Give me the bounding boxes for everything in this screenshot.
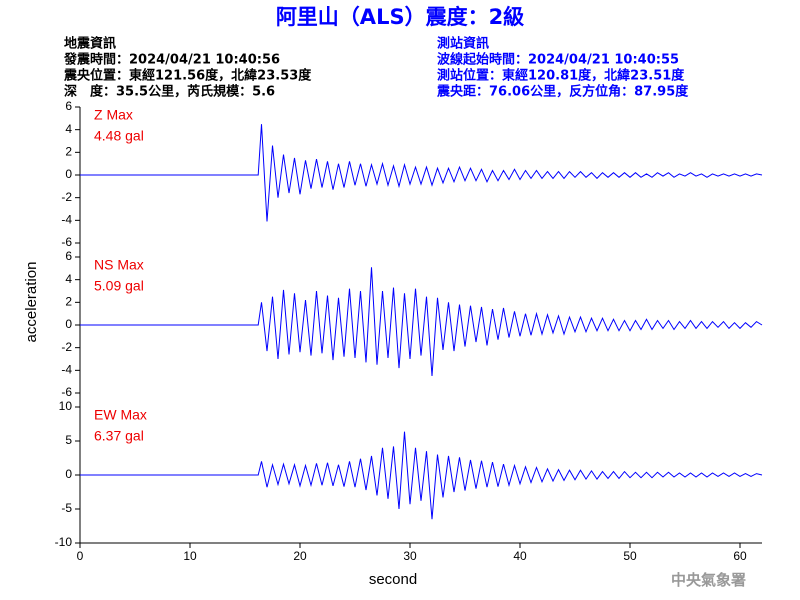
x-tick-label: 10 [183,549,197,563]
max-value: 5.09 gal [94,278,144,294]
info-line: 深 度：35.5公里，芮氏規模：5.6 [64,84,275,100]
y-tick-label: 4 [65,122,72,136]
y-tick-label: -6 [61,385,72,399]
x-tick-label: 0 [77,549,84,563]
y-tick-label: 0 [65,467,72,481]
title: 阿里山（ALS）震度：2級 [276,5,524,29]
max-value: 6.37 gal [94,428,144,444]
x-tick-label: 20 [293,549,307,563]
footer: 中央氣象署 [671,571,746,589]
x-axis-label: second [369,571,417,588]
y-tick-label: 4 [65,272,72,286]
info-line: 測站資訊 [437,36,489,52]
x-tick-label: 40 [513,549,527,563]
info-line: 測站位置：東經120.81度，北緯23.51度 [437,68,685,84]
info-line: 地震資訊 [64,36,116,52]
y-tick-label: 5 [65,433,72,447]
waveform [80,267,763,377]
x-tick-label: 50 [623,549,637,563]
max-value: 4.48 gal [94,128,144,144]
max-label: NS Max [94,257,144,273]
y-tick-label: 6 [65,249,72,263]
info-line: 發震時間：2024/04/21 10:40:56 [63,52,280,68]
max-label: EW Max [94,407,147,423]
y-tick-label: 6 [65,99,72,113]
y-tick-label: 0 [65,317,72,331]
waveform [80,431,763,520]
y-tick-label: 2 [65,145,72,159]
y-tick-label: -4 [61,213,72,227]
waveform [80,124,763,222]
info-line: 波線起始時間：2024/04/21 10:40:55 [437,52,679,68]
y-tick-label: -6 [61,235,72,249]
x-tick-label: 60 [733,549,747,563]
y-tick-label: -2 [61,340,72,354]
info-line: 震央距：76.06公里，反方位角：87.95度 [436,84,689,100]
y-axis-label: acceleration [23,262,40,343]
x-tick-label: 30 [403,549,417,563]
y-tick-label: -4 [61,363,72,377]
info-line: 震央位置：東經121.56度，北緯23.53度 [63,68,312,84]
max-label: Z Max [94,107,133,123]
y-tick-label: 10 [59,399,73,413]
y-tick-label: -10 [55,535,73,549]
y-tick-label: 2 [65,295,72,309]
y-tick-label: 0 [65,167,72,181]
y-tick-label: -2 [61,190,72,204]
y-tick-label: -5 [61,501,72,515]
